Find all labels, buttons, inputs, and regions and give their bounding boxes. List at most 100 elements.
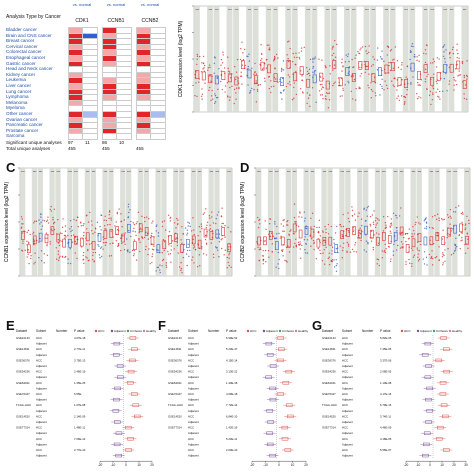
- box: [269, 453, 276, 458]
- data-point: [209, 66, 211, 69]
- data-point: [203, 64, 206, 67]
- significance-mark: ***: [394, 170, 398, 174]
- data-point: [159, 264, 161, 266]
- data-point: [165, 264, 167, 266]
- data-point: [227, 67, 229, 70]
- box: [281, 437, 289, 441]
- data-point: [155, 270, 157, 272]
- data-point: [275, 266, 277, 268]
- data-point: [270, 80, 272, 82]
- data-point: [468, 222, 470, 225]
- data-point: [456, 43, 458, 45]
- data-point: [463, 76, 466, 79]
- data-point: [91, 224, 93, 226]
- data-point: [377, 242, 380, 245]
- data-point: [353, 229, 355, 231]
- data-point: [211, 95, 213, 97]
- data-point: [87, 248, 89, 251]
- data-point: [145, 245, 147, 248]
- data-point: [339, 223, 342, 226]
- data-point: [168, 230, 171, 233]
- data-point: [411, 43, 414, 45]
- data-point: [381, 257, 384, 259]
- data-point: [310, 226, 312, 228]
- data-point: [280, 67, 283, 70]
- box: [384, 64, 389, 74]
- data-point: [184, 227, 187, 229]
- data-point: [177, 252, 179, 254]
- dataset-label: GSE76427: [16, 392, 30, 396]
- data-point: [280, 235, 282, 238]
- box: [316, 238, 321, 248]
- data-point: [196, 58, 198, 60]
- data-point: [139, 241, 141, 244]
- sig-value: 10: [119, 140, 125, 145]
- shaded-band: [155, 168, 161, 276]
- data-point: [389, 50, 392, 52]
- data-point: [156, 224, 158, 226]
- data-point: [21, 250, 24, 252]
- shaded-band: [363, 6, 370, 112]
- box: [441, 236, 446, 246]
- box: [129, 358, 136, 363]
- box: [68, 238, 72, 248]
- data-point: [443, 44, 446, 46]
- data-point: [299, 241, 301, 243]
- data-point: [49, 240, 51, 243]
- data-point: [104, 215, 106, 218]
- significance-mark: ***: [174, 170, 178, 174]
- data-point: [436, 88, 439, 90]
- data-point: [413, 53, 416, 56]
- data-point: [249, 91, 251, 94]
- data-point: [412, 229, 415, 232]
- data-point: [417, 81, 419, 84]
- data-point: [390, 232, 392, 234]
- data-point: [438, 259, 441, 262]
- box: [443, 369, 450, 374]
- data-point: [428, 253, 431, 256]
- box: [273, 73, 278, 82]
- p-value: 5.23E-47: [226, 347, 238, 351]
- box: [254, 75, 258, 84]
- significance-mark: ***: [57, 170, 61, 174]
- cancer-row-label: Sarcoma: [6, 133, 25, 139]
- subset-label: Adjacent: [342, 386, 353, 390]
- p-value: 2.77E-11: [74, 347, 86, 351]
- data-point: [196, 95, 198, 98]
- data-point: [162, 238, 165, 241]
- data-point: [372, 90, 374, 92]
- data-point: [151, 253, 154, 255]
- data-point: [303, 211, 306, 213]
- subset-label: HCC: [36, 358, 42, 362]
- data-point: [212, 253, 215, 256]
- significance-mark: ***: [340, 170, 344, 174]
- data-point: [324, 65, 326, 67]
- dataset-label: GSE10143: [322, 336, 336, 340]
- data-point: [198, 254, 201, 256]
- subset-label: HCC: [342, 437, 348, 441]
- data-point: [307, 72, 310, 75]
- significance-mark: ***: [33, 170, 37, 174]
- data-point: [262, 255, 264, 257]
- box: [442, 414, 449, 419]
- shaded-band: [448, 6, 455, 112]
- data-point: [224, 249, 226, 251]
- box: [129, 336, 137, 340]
- significance-mark: ***: [453, 170, 457, 174]
- data-point: [304, 236, 306, 238]
- data-point: [449, 51, 451, 54]
- box: [352, 226, 356, 235]
- data-point: [429, 62, 432, 64]
- data-point: [312, 239, 315, 242]
- data-point: [385, 84, 388, 87]
- data-point: [341, 235, 344, 238]
- data-point: [247, 84, 249, 86]
- data-point: [293, 86, 295, 89]
- box: [44, 234, 49, 244]
- data-point: [208, 215, 211, 217]
- box: [462, 80, 467, 89]
- data-point: [201, 88, 203, 90]
- data-point: [169, 220, 172, 222]
- dataset-label: GSE76427: [168, 392, 182, 396]
- significance-mark: ***: [287, 170, 291, 174]
